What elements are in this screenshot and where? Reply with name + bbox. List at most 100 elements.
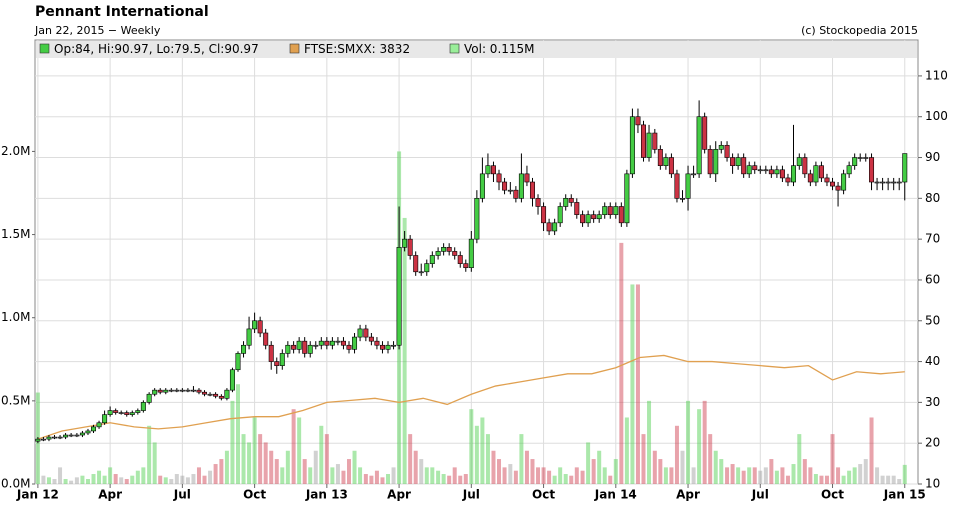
volume-bar xyxy=(741,470,746,484)
candle-body xyxy=(535,198,541,207)
volume-bar xyxy=(247,442,252,484)
volume-bar xyxy=(285,450,290,484)
volume-bar xyxy=(830,434,835,484)
x-tick-label: Oct xyxy=(243,488,266,502)
candle-body xyxy=(707,149,713,175)
volume-bar xyxy=(147,425,152,484)
candle-body xyxy=(563,198,569,207)
candle-body xyxy=(229,369,235,391)
candle-body xyxy=(402,238,408,248)
volume-bar xyxy=(819,475,824,484)
volume-bar xyxy=(413,450,418,484)
candle-body xyxy=(652,132,658,150)
candle-body xyxy=(752,165,758,171)
volume-bar xyxy=(552,475,557,484)
volume-bar xyxy=(485,434,490,484)
candle-body xyxy=(385,344,391,350)
volume-bar xyxy=(558,467,563,484)
volume-bar xyxy=(452,467,457,484)
volume-bar xyxy=(863,459,868,484)
candle-body xyxy=(624,173,630,224)
candle-body xyxy=(279,353,285,366)
candle-body xyxy=(340,340,346,346)
volume-bar xyxy=(102,475,107,484)
volume-bar xyxy=(530,459,535,484)
candle-body xyxy=(635,116,641,126)
volume-bar xyxy=(541,467,546,484)
candle-body xyxy=(124,412,130,415)
volume-bar xyxy=(230,400,235,484)
candle-body xyxy=(524,173,530,183)
volume-bar xyxy=(91,474,96,484)
vol-tick-label: 0.0M xyxy=(1,477,30,491)
volume-bar xyxy=(430,467,435,484)
x-tick-label: Jul xyxy=(751,488,769,502)
candle-body xyxy=(357,328,363,338)
candle-body xyxy=(580,214,586,224)
candle-body xyxy=(424,263,430,273)
candle-body xyxy=(591,214,597,220)
candle-body xyxy=(79,432,85,436)
candle-body xyxy=(68,434,74,437)
volume-bar xyxy=(280,467,285,484)
candle-body xyxy=(207,393,213,396)
candle-body xyxy=(296,340,302,350)
volume-bar xyxy=(619,242,624,484)
candle-body xyxy=(379,344,385,350)
volume-bar xyxy=(363,474,368,484)
volume-bar xyxy=(58,467,63,484)
volume-bar xyxy=(219,459,224,484)
candle-body xyxy=(129,412,135,415)
volume-bar xyxy=(491,450,496,484)
candle-body xyxy=(896,181,902,184)
volume-bar xyxy=(202,475,207,484)
candle-body xyxy=(324,340,330,346)
x-tick-label: Apr xyxy=(98,488,122,502)
volume-bar xyxy=(902,464,907,484)
volume-bar xyxy=(313,450,318,484)
vol-tick-label: 2.0M xyxy=(1,144,30,158)
volume-bar xyxy=(297,417,302,484)
candle-body xyxy=(235,353,241,371)
volume-bar xyxy=(752,467,757,484)
volume-bar xyxy=(41,475,46,484)
volume-bar xyxy=(113,474,118,484)
candle-body xyxy=(441,247,447,252)
volume-bar xyxy=(791,464,796,484)
candle-body xyxy=(479,173,485,199)
candle-body xyxy=(696,116,702,175)
y-tick-label: 40 xyxy=(925,354,940,368)
candle-body xyxy=(730,157,736,166)
volume-bar xyxy=(736,467,741,484)
candle-body xyxy=(891,181,897,184)
volume-bar xyxy=(46,477,51,484)
candle-body xyxy=(796,157,802,166)
volume-bar xyxy=(391,467,396,484)
candle-body xyxy=(657,149,663,166)
x-tick-label: Jan 12 xyxy=(16,488,59,502)
volume-bar xyxy=(630,284,635,484)
volume-bar xyxy=(158,475,163,484)
volume-bar xyxy=(358,467,363,484)
volume-bar xyxy=(624,417,629,484)
candle-body xyxy=(813,165,819,183)
volume-bar xyxy=(241,434,246,484)
legend-bar xyxy=(36,41,917,58)
y-tick-label: 20 xyxy=(925,436,940,450)
volume-bar xyxy=(613,459,618,484)
candle-body xyxy=(785,177,791,183)
candle-body xyxy=(702,116,708,150)
candle-body xyxy=(368,336,374,342)
volume-bar xyxy=(519,434,524,484)
volume-bar xyxy=(424,467,429,484)
volume-bar xyxy=(730,464,735,484)
volume-bar xyxy=(191,474,196,484)
candle-body xyxy=(852,157,858,166)
candle-body xyxy=(396,247,402,346)
candle-body xyxy=(140,402,146,411)
volume-bar xyxy=(274,459,279,484)
volume-bar xyxy=(524,450,529,484)
volume-bar xyxy=(836,467,841,484)
vol-tick-label: 1.0M xyxy=(1,310,30,324)
